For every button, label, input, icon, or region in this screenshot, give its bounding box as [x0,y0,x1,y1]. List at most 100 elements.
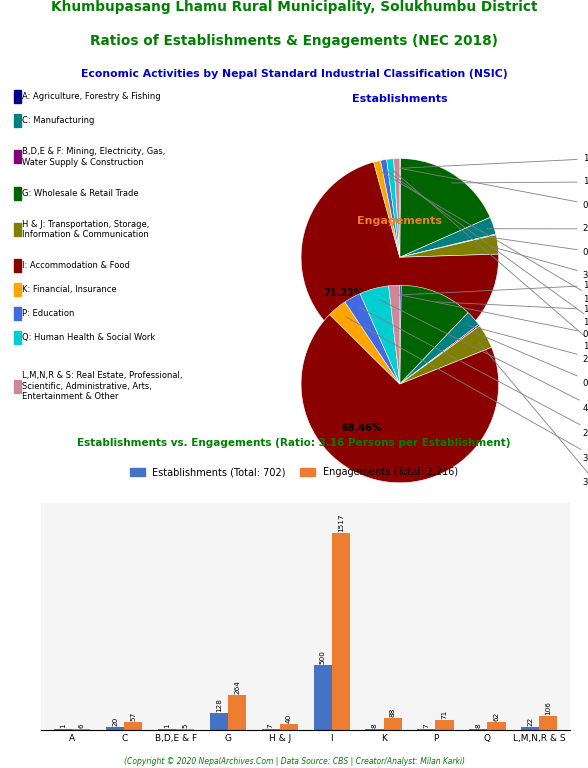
Bar [106,727,124,730]
Bar [262,729,280,730]
Bar [14,307,21,320]
Bar [469,729,487,730]
Bar [14,223,21,236]
Text: 2.80%: 2.80% [359,307,588,438]
Bar [14,187,21,200]
Text: P: Education: P: Education [22,310,75,318]
Text: 128: 128 [216,698,222,712]
Text: L,M,N,R & S: Real Estate, Professional,
Scientific, Administrative, Arts,
Entert: L,M,N,R & S: Real Estate, Professional, … [22,371,183,401]
Text: A: Agriculture, Forestry & Fishing: A: Agriculture, Forestry & Fishing [22,92,161,101]
Text: Khumbupasang Lhamu Rural Municipality, Solukhumbu District: Khumbupasang Lhamu Rural Municipality, S… [51,0,537,14]
Bar [539,716,557,730]
Text: K: Financial, Insurance: K: Financial, Insurance [22,285,117,294]
Wedge shape [400,313,479,384]
Wedge shape [373,161,400,257]
Wedge shape [380,160,400,257]
Text: 4.78%: 4.78% [379,300,588,413]
Wedge shape [393,158,400,257]
Bar [72,729,91,730]
Text: 2.57%: 2.57% [469,326,588,364]
Text: 7: 7 [268,723,274,727]
Wedge shape [360,286,400,384]
Text: 22: 22 [527,717,533,726]
Text: 1517: 1517 [338,514,344,532]
Text: 3.20%: 3.20% [346,317,588,462]
Text: 6: 6 [78,723,84,728]
Text: 57: 57 [131,712,136,721]
Text: B,D,E & F: Mining, Electricity, Gas,
Water Supply & Construction: B,D,E & F: Mining, Electricity, Gas, Wat… [22,147,166,167]
Wedge shape [389,285,400,384]
Text: 500: 500 [320,650,326,664]
Wedge shape [386,159,400,257]
Bar [14,114,21,127]
Bar [210,713,228,730]
Text: Engagements: Engagements [358,216,442,226]
Text: 3.97%: 3.97% [479,343,588,487]
Bar [14,332,21,344]
Text: 3.13%: 3.13% [490,247,588,280]
Legend: Establishments (Total: 702), Engagements (Total: 2,216): Establishments (Total: 702), Engagements… [126,463,462,482]
Wedge shape [400,325,480,384]
Text: Establishments: Establishments [352,94,447,104]
Bar [332,533,350,730]
Text: 40: 40 [286,714,292,723]
Text: Ratios of Establishments & Engagements (NEC 2018): Ratios of Establishments & Engagements (… [90,34,498,48]
Text: Q: Human Health & Social Work: Q: Human Health & Social Work [22,333,155,343]
Text: 11.91%: 11.91% [436,302,588,314]
Bar [383,718,402,730]
Text: 1: 1 [60,723,66,728]
Bar [14,259,21,272]
Bar [436,720,453,730]
Wedge shape [400,217,496,257]
Text: 62: 62 [493,711,499,720]
Wedge shape [400,326,492,384]
Wedge shape [400,285,401,384]
Text: 0.23%: 0.23% [403,296,588,339]
Text: 5: 5 [182,723,188,728]
Bar [124,722,142,730]
Text: 0.27%: 0.27% [474,332,588,389]
Text: 88: 88 [390,708,396,717]
Bar [521,727,539,730]
Wedge shape [345,293,400,384]
Wedge shape [330,302,400,384]
Text: 71.23%: 71.23% [323,288,364,298]
Text: (Copyright © 2020 NepalArchives.Com | Data Source: CBS | Creator/Analyst: Milan : (Copyright © 2020 NepalArchives.Com | Da… [123,757,465,766]
Text: I: Accommodation & Food: I: Accommodation & Food [22,261,130,270]
Text: 71: 71 [442,710,447,720]
Text: 18.23%: 18.23% [452,177,588,187]
Text: 1.00%: 1.00% [400,154,588,168]
Text: 68.46%: 68.46% [341,422,382,432]
Bar [280,724,298,730]
Text: C: Manufacturing: C: Manufacturing [22,116,95,125]
Text: 0.14%: 0.14% [403,169,588,210]
Text: 0.14%: 0.14% [489,237,588,257]
Bar [14,379,21,392]
Text: 264: 264 [234,680,240,694]
Text: 106: 106 [545,701,552,715]
Bar [313,665,332,730]
Text: 8: 8 [475,723,481,727]
Wedge shape [400,158,490,257]
Bar [365,729,383,730]
Text: G: Wholesale & Retail Trade: G: Wholesale & Retail Trade [22,189,139,197]
Wedge shape [400,235,499,257]
Text: 1.81%: 1.81% [397,281,588,295]
Text: 1.14%: 1.14% [382,172,588,304]
Text: 1.14%: 1.14% [393,170,588,351]
Text: 1: 1 [164,723,170,728]
Wedge shape [301,315,499,483]
Text: 2.85%: 2.85% [487,224,588,233]
Wedge shape [301,162,499,356]
Bar [14,151,21,164]
Bar [14,90,21,103]
Text: 1.00%: 1.00% [387,171,588,327]
Text: 20: 20 [112,717,118,726]
Text: Establishments vs. Engagements (Ratio: 3.16 Persons per Establishment): Establishments vs. Engagements (Ratio: 3… [77,438,511,448]
Text: 7: 7 [423,723,429,727]
Text: 8: 8 [372,723,377,727]
Bar [487,722,506,730]
Text: Economic Activities by Nepal Standard Industrial Classification (NSIC): Economic Activities by Nepal Standard In… [81,69,507,79]
Bar [228,695,246,730]
Wedge shape [400,234,496,257]
